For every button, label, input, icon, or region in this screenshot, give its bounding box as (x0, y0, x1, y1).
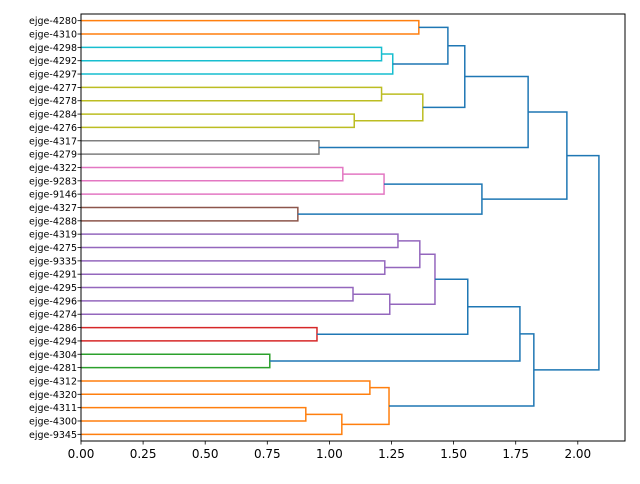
dendrogram-link (389, 253, 436, 305)
leaf-label: ejge-9335 (29, 256, 77, 267)
dendrogram-link (481, 111, 568, 200)
leaf-label: ejge-4291 (29, 270, 77, 281)
leaf-label: ejge-4276 (29, 123, 77, 134)
leaf-label: ejge-4296 (29, 296, 77, 307)
leaf-label: ejge-4279 (29, 150, 77, 161)
x-tick-label: 0.50 (192, 447, 219, 461)
leaf-label: ejge-9283 (29, 176, 77, 187)
leaf-label: ejge-9146 (29, 190, 77, 201)
leaf-label: ejge-4280 (29, 16, 77, 27)
dendrogram-link (81, 286, 354, 302)
leaf-label: ejge-4286 (29, 323, 77, 334)
dendrogram-link (81, 413, 343, 436)
dendrogram-link (354, 93, 424, 122)
leaf-label: ejge-4288 (29, 216, 77, 227)
dendrogram-link (81, 86, 383, 102)
x-tick-label: 0.75 (254, 447, 281, 461)
dendrogram-link (81, 173, 385, 195)
leaf-label: ejge-4292 (29, 56, 77, 67)
leaf-label: ejge-4311 (29, 403, 77, 414)
dendrogram-link (384, 240, 421, 269)
dendrogram-link (81, 206, 299, 222)
leaf-label: ejge-4320 (29, 390, 77, 401)
dendrogram-link (81, 46, 383, 62)
leaf-label: ejge-4294 (29, 336, 77, 347)
dendrogram-link (81, 166, 344, 182)
x-tick-label: 2.00 (564, 447, 591, 461)
dendrogram-link (81, 260, 386, 275)
leaf-label: ejge-4317 (29, 136, 77, 147)
leaf-label: ejge-4327 (29, 203, 77, 214)
leaf-labels: ejge-4280 ejge-4310 ejge-4298 ejge-4292 ejge… (29, 16, 81, 441)
x-tick-label: 0.25 (130, 447, 157, 461)
leaf-label: ejge-4300 (29, 416, 77, 427)
dendrogram-links (81, 19, 600, 436)
dendrogram-link (297, 183, 483, 215)
leaf-label: ejge-4281 (29, 363, 77, 374)
dendrogram-link (422, 44, 466, 109)
leaf-label: ejge-4298 (29, 43, 77, 54)
x-tick-label: 1.00 (316, 447, 343, 461)
leaf-label: ejge-4312 (29, 376, 77, 387)
dendrogram-link (389, 333, 535, 407)
leaf-label: ejge-4297 (29, 70, 77, 81)
leaf-label: ejge-9345 (29, 430, 77, 441)
x-tick-label: 1.25 (378, 447, 405, 461)
dendrogram-link (81, 380, 371, 396)
dendrogram-link (341, 386, 390, 426)
dendrogram-link (81, 293, 391, 315)
leaf-label: ejge-4310 (29, 30, 77, 41)
dendrogram-link (81, 140, 320, 155)
leaf-label: ejge-4278 (29, 96, 77, 107)
dendrogram-link (81, 113, 355, 129)
dendrogram-link (81, 326, 318, 342)
leaf-label: ejge-4319 (29, 230, 77, 241)
leaf-label: ejge-4275 (29, 243, 77, 254)
dendrogram-link (81, 19, 420, 35)
leaf-label: ejge-4284 (29, 110, 77, 121)
x-tick-label: 1.50 (440, 447, 467, 461)
dendrogram-link (81, 233, 399, 249)
dendrogram-link (533, 154, 600, 371)
leaf-label: ejge-4277 (29, 83, 77, 94)
dendrogram-link (81, 353, 271, 369)
leaf-label: ejge-4304 (29, 350, 77, 361)
leaf-label: ejge-4295 (29, 283, 77, 294)
dendrogram-link (81, 53, 394, 75)
dendrogram-link (81, 406, 307, 422)
x-tick-label: 0.00 (68, 447, 95, 461)
dendrogram-link (392, 26, 449, 65)
leaf-label: ejge-4274 (29, 310, 77, 321)
leaf-label: ejge-4322 (29, 163, 77, 174)
x-tick-label: 1.75 (502, 447, 529, 461)
x-axis-ticks: 0.00 0.25 0.50 0.75 1.00 1.25 1.50 1.75 2.00 (68, 441, 591, 461)
plot-frame (80, 13, 626, 442)
